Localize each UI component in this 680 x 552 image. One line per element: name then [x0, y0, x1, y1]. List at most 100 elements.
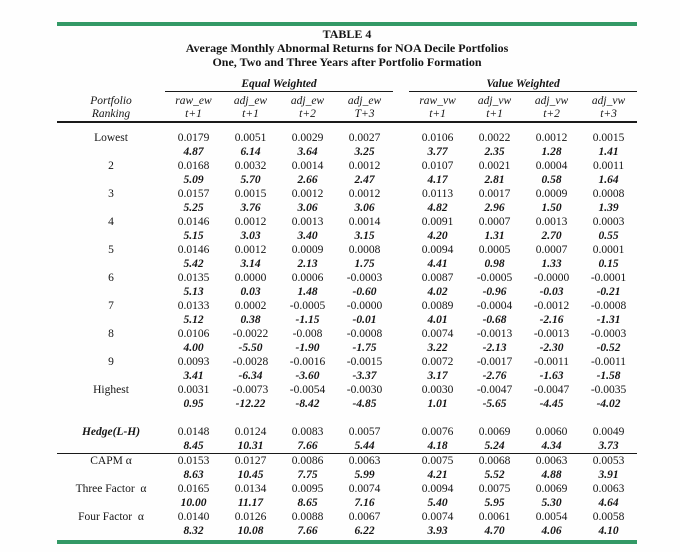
column-header-row: Portfolio Ranking raw_ew t+1 adj_ew t+1 … [57, 91, 638, 123]
tstat-cell: 3.41 [183, 370, 204, 382]
value-cell: 0.0168 [177, 160, 210, 172]
column-header: adj_vw t+2 [523, 91, 581, 123]
tstat-cell: 4.17 [427, 174, 448, 186]
value-cell: -0.0016 [289, 356, 326, 368]
value-cell: 0.0075 [478, 483, 511, 495]
value-cell: 0.0008 [592, 188, 625, 200]
column-gap-cell [393, 439, 409, 454]
tstat-cell: -1.63 [539, 370, 564, 382]
tstat-cell: -2.76 [482, 370, 507, 382]
row-label-blank [57, 496, 165, 510]
value-row: 2 0.0168 0.0032 0.0014 0.0012 0.0107 0.0021 0.0… [57, 159, 637, 173]
row-label-blank [57, 173, 165, 187]
tstat-cell: 3.17 [427, 370, 448, 382]
tstat-cell: -0.21 [596, 286, 621, 298]
value-cell: 0.0106 [421, 132, 454, 144]
value-cell: 0.0127 [222, 453, 279, 468]
row-label-blank [57, 145, 165, 159]
tstat-cell: 7.16 [354, 497, 375, 509]
value-cell: 0.0063 [336, 453, 394, 468]
value-cell: 0.0003 [592, 216, 625, 228]
value-row: 3 0.0157 0.0015 0.0012 0.0012 0.0113 0.0017 0.0… [57, 187, 637, 201]
value-cell: 0.0146 [177, 244, 210, 256]
tstat-cell: 5.25 [183, 202, 204, 214]
column-gap-cell [393, 285, 409, 299]
stub-header-line2: Ranking [91, 108, 131, 120]
value-cell: 0.0095 [291, 483, 324, 495]
value-cell: 0.0135 [177, 272, 210, 284]
value-cell: 0.0012 [535, 132, 568, 144]
value-cell: 0.0179 [177, 132, 210, 144]
tstat-cell: -8.42 [295, 398, 320, 410]
value-cell: 0.0030 [421, 384, 454, 396]
row-label-blank [57, 524, 165, 538]
value-cell: 0.0140 [177, 511, 210, 523]
tstat-cell: 3.76 [240, 202, 261, 214]
value-cell: 0.0006 [291, 272, 324, 284]
value-cell: 0.0054 [535, 511, 568, 523]
value-cell: -0.0005 [289, 300, 326, 312]
tstat-cell: -0.68 [482, 314, 507, 326]
row-label-blank [57, 229, 165, 243]
tstat-cell: 7.66 [297, 440, 318, 452]
value-cell: 0.0106 [177, 328, 210, 340]
tstat-row: 8.32 10.08 7.66 6.22 3.93 4.70 4.06 4.10 [57, 524, 637, 538]
tstat-cell: 10.00 [180, 497, 207, 509]
tstat-cell: 5.12 [183, 314, 204, 326]
value-cell: 0.0089 [421, 300, 454, 312]
tstat-cell: 4.20 [427, 230, 448, 242]
results-table-body: Lowest 0.0179 0.0051 0.0029 0.0027 0.0106 0.00… [57, 122, 638, 538]
value-cell: 0.0031 [177, 384, 210, 396]
tstat-cell: 7.66 [297, 525, 318, 537]
tstat-cell: 4.21 [427, 469, 448, 481]
value-cell: 0.0002 [234, 300, 267, 312]
spacer-cell [57, 411, 637, 425]
tstat-cell: 8.65 [297, 497, 318, 509]
group-header-row: Equal Weighted Value Weighted [57, 76, 638, 92]
tstat-cell: 5.44 [354, 440, 375, 452]
tstat-cell: -1.90 [295, 342, 320, 354]
value-cell: -0.0011 [591, 356, 627, 368]
value-row: Lowest 0.0179 0.0051 0.0029 0.0027 0.0106 0.00… [57, 131, 637, 145]
tstat-cell: 0.55 [598, 230, 619, 242]
value-row: 9 0.0093 -0.0028 -0.0016 -0.0015 0.0072 -0.001… [57, 355, 637, 369]
value-cell: -0.0000 [346, 300, 383, 312]
tstat-cell: -0.96 [482, 286, 507, 298]
value-cell: 0.0126 [234, 511, 267, 523]
tstat-cell: 6.14 [240, 146, 261, 158]
value-cell: 0.0005 [478, 244, 511, 256]
value-cell: -0.0013 [476, 328, 513, 340]
value-cell: -0.0004 [476, 300, 513, 312]
tstat-cell: -12.22 [235, 398, 266, 410]
value-cell: 0.0053 [580, 453, 638, 468]
column-header: adj_ew t+1 [222, 91, 279, 123]
tstat-cell: 4.64 [598, 497, 619, 509]
tstat-cell: -1.58 [596, 370, 621, 382]
tstat-cell: -2.16 [539, 314, 564, 326]
tstat-cell: 5.24 [484, 440, 505, 452]
tstat-cell: 1.75 [354, 258, 375, 270]
value-cell: 0.0093 [177, 356, 210, 368]
value-cell: 0.0094 [421, 244, 454, 256]
column-gap-cell [393, 299, 409, 313]
tstat-row: 5.15 3.03 3.40 3.15 4.20 1.31 2.70 0.55 [57, 229, 637, 243]
tstat-cell: 1.01 [427, 398, 448, 410]
tstat-cell: 8.32 [183, 525, 204, 537]
tstat-cell: 5.70 [240, 174, 261, 186]
value-cell: 0.0012 [291, 188, 324, 200]
value-cell: -0.0013 [533, 328, 570, 340]
group-header-equal-weighted: Equal Weighted [165, 76, 394, 92]
tstat-cell: 2.96 [484, 202, 505, 214]
row-label: CAPM α [57, 453, 165, 468]
value-cell: 0.0012 [234, 244, 267, 256]
value-cell: -0.0017 [476, 356, 513, 368]
tstat-cell: 4.10 [598, 525, 619, 537]
value-cell: 0.0012 [348, 160, 381, 172]
value-cell: 0.0113 [421, 188, 454, 200]
tstat-cell: 8.63 [183, 469, 204, 481]
tstat-cell: -0.52 [596, 342, 621, 354]
value-cell: 0.0072 [421, 356, 454, 368]
value-cell: 0.0013 [535, 216, 568, 228]
tstat-cell: -2.30 [539, 342, 564, 354]
value-cell: -0.0011 [534, 356, 570, 368]
